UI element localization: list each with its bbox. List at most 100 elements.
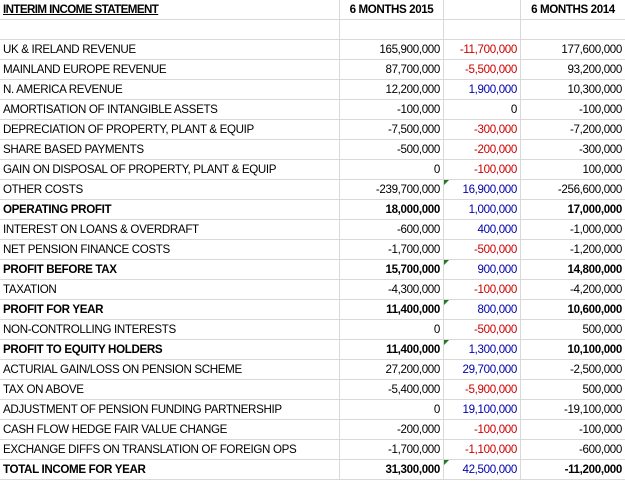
value-2015[interactable]: -100,000 bbox=[340, 100, 444, 119]
table-row: UK & IRELAND REVENUE 165,900,000 -11,700,0… bbox=[0, 40, 625, 60]
value-2015[interactable]: -500,000 bbox=[340, 140, 444, 159]
value-change[interactable]: -100,000 bbox=[444, 160, 521, 179]
value-change[interactable]: 900,000 bbox=[444, 260, 521, 279]
value-2015[interactable]: -600,000 bbox=[340, 220, 444, 239]
value-2014[interactable]: -19,100,000 bbox=[563, 403, 622, 416]
value-2015[interactable]: 11,400,000 bbox=[340, 340, 444, 359]
value-2014[interactable]: -300,000 bbox=[579, 143, 622, 156]
row-label[interactable]: TOTAL INCOME FOR YEAR bbox=[0, 460, 340, 479]
value-change[interactable]: 1,900,000 bbox=[444, 80, 521, 99]
value-2014[interactable]: 10,100,000 bbox=[567, 343, 622, 356]
row-label[interactable]: GAIN ON DISPOSAL OF PROPERTY, PLANT & EQ… bbox=[0, 160, 340, 179]
value-2014[interactable]: 17,000,000 bbox=[567, 203, 622, 216]
row-label[interactable]: OTHER COSTS bbox=[0, 180, 340, 199]
value-2015[interactable]: 27,200,000 bbox=[340, 360, 444, 379]
table-row: TAXATION -4,300,000 -100,000 -4,200,000 bbox=[0, 280, 625, 300]
value-2015[interactable]: -1,700,000 bbox=[340, 440, 444, 459]
row-label[interactable]: OPERATING PROFIT bbox=[0, 200, 340, 219]
row-label[interactable]: TAX ON ABOVE bbox=[0, 380, 340, 399]
value-2015[interactable]: -1,700,000 bbox=[340, 240, 444, 259]
row-label[interactable]: PROFIT BEFORE TAX bbox=[0, 260, 340, 279]
value-2014[interactable]: 500,000 bbox=[582, 383, 623, 396]
value-change[interactable]: 19,100,000 bbox=[444, 400, 521, 419]
value-2014[interactable]: 10,600,000 bbox=[567, 303, 622, 316]
row-label[interactable]: AMORTISATION OF INTANGIBLE ASSETS bbox=[0, 100, 340, 119]
header-2015[interactable]: 6 MONTHS 2015 bbox=[340, 0, 444, 19]
value-2015[interactable]: -200,000 bbox=[340, 420, 444, 439]
value-2014[interactable]: 93,200,000 bbox=[567, 63, 622, 76]
row-label[interactable]: UK & IRELAND REVENUE bbox=[0, 40, 340, 59]
value-change[interactable]: 42,500,000 bbox=[444, 460, 521, 479]
value-2015[interactable]: 0 bbox=[340, 400, 444, 419]
value-change[interactable]: 0 bbox=[444, 100, 521, 119]
value-change[interactable]: -200,000 bbox=[444, 140, 521, 159]
value-change[interactable]: -300,000 bbox=[444, 120, 521, 139]
value-2015[interactable]: 31,300,000 bbox=[340, 460, 444, 479]
value-2015[interactable]: -5,400,000 bbox=[340, 380, 444, 399]
row-label[interactable]: EXCHANGE DIFFS ON TRANSLATION OF FOREIGN… bbox=[0, 440, 340, 459]
value-2014[interactable]: 14,800,000 bbox=[567, 263, 622, 276]
value-change[interactable]: 1,300,000 bbox=[444, 340, 521, 359]
header-2014[interactable]: 6 MONTHS 2014 bbox=[531, 3, 615, 16]
blank-cell[interactable] bbox=[444, 20, 521, 39]
row-label[interactable]: ACTURIAL GAIN/LOSS ON PENSION SCHEME bbox=[0, 360, 340, 379]
value-2015[interactable]: 165,900,000 bbox=[340, 40, 444, 59]
row-label[interactable]: PROFIT FOR YEAR bbox=[0, 300, 340, 319]
value-2014[interactable]: -256,600,000 bbox=[557, 183, 622, 196]
error-indicator-icon bbox=[444, 260, 449, 265]
value-2014[interactable]: -100,000 bbox=[579, 103, 622, 116]
value-change[interactable]: -5,500,000 bbox=[444, 60, 521, 79]
blank-cell[interactable] bbox=[340, 20, 444, 39]
value-2015[interactable]: -7,500,000 bbox=[340, 120, 444, 139]
value-2014[interactable]: 177,600,000 bbox=[561, 43, 622, 56]
value-2015[interactable]: 0 bbox=[340, 320, 444, 339]
value-2014[interactable]: -600,000 bbox=[579, 443, 622, 456]
value-2014[interactable]: -1,000,000 bbox=[570, 223, 622, 236]
value-change[interactable]: -100,000 bbox=[444, 420, 521, 439]
value-change[interactable]: -1,100,000 bbox=[444, 440, 521, 459]
value-2015[interactable]: 15,700,000 bbox=[340, 260, 444, 279]
value-change[interactable]: 29,700,000 bbox=[444, 360, 521, 379]
row-label[interactable]: PROFIT TO EQUITY HOLDERS bbox=[0, 340, 340, 359]
value-change[interactable]: -11,700,000 bbox=[444, 40, 521, 59]
value-2015[interactable]: 12,200,000 bbox=[340, 80, 444, 99]
value-change[interactable]: 400,000 bbox=[444, 220, 521, 239]
row-label[interactable]: NON-CONTROLLING INTERESTS bbox=[0, 320, 340, 339]
value-2014[interactable]: -2,500,000 bbox=[570, 363, 622, 376]
value-2014[interactable]: -4,200,000 bbox=[570, 283, 622, 296]
value-2014[interactable]: -11,200,000 bbox=[564, 463, 623, 476]
value-2014[interactable]: 10,300,000 bbox=[567, 83, 622, 96]
row-label[interactable]: ADJUSTMENT OF PENSION FUNDING PARTNERSHI… bbox=[0, 400, 340, 419]
value-change[interactable]: 1,000,000 bbox=[444, 200, 521, 219]
value-change[interactable]: 800,000 bbox=[444, 300, 521, 319]
value-2014[interactable]: 100,000 bbox=[582, 163, 623, 176]
row-label[interactable]: SHARE BASED PAYMENTS bbox=[0, 140, 340, 159]
value-2014[interactable]: -7,200,000 bbox=[570, 123, 622, 136]
value-change[interactable]: -5,900,000 bbox=[444, 380, 521, 399]
row-label[interactable]: CASH FLOW HEDGE FAIR VALUE CHANGE bbox=[0, 420, 340, 439]
row-label[interactable]: TAXATION bbox=[0, 280, 340, 299]
row-label[interactable]: N. AMERICA REVENUE bbox=[0, 80, 340, 99]
header-change[interactable] bbox=[444, 0, 521, 19]
value-2014[interactable]: -1,200,000 bbox=[570, 243, 622, 256]
row-label[interactable]: INTEREST ON LOANS & OVERDRAFT bbox=[0, 220, 340, 239]
value-2015[interactable]: -4,300,000 bbox=[340, 280, 444, 299]
value-2014[interactable]: -100,000 bbox=[579, 423, 622, 436]
value-change[interactable]: -500,000 bbox=[444, 240, 521, 259]
value-change[interactable]: 16,900,000 bbox=[444, 180, 521, 199]
value-2015[interactable]: 11,400,000 bbox=[340, 300, 444, 319]
value-2015[interactable]: 0 bbox=[340, 160, 444, 179]
statement-title[interactable]: INTERIM INCOME STATEMENT bbox=[0, 0, 340, 19]
value-change[interactable]: -500,000 bbox=[444, 320, 521, 339]
value-2015[interactable]: 87,700,000 bbox=[340, 60, 444, 79]
value-2014[interactable]: 500,000 bbox=[582, 323, 623, 336]
value-2015[interactable]: 18,000,000 bbox=[340, 200, 444, 219]
row-label[interactable]: DEPRECIATION OF PROPERTY, PLANT & EQUIP bbox=[0, 120, 340, 139]
value-2015[interactable]: -239,700,000 bbox=[340, 180, 444, 199]
row-label[interactable]: NET PENSION FINANCE COSTS bbox=[0, 240, 340, 259]
blank-cell[interactable] bbox=[0, 20, 340, 39]
row-label[interactable]: MAINLAND EUROPE REVENUE bbox=[0, 60, 340, 79]
blank-cell[interactable] bbox=[521, 20, 625, 39]
value-change[interactable]: -100,000 bbox=[444, 280, 521, 299]
